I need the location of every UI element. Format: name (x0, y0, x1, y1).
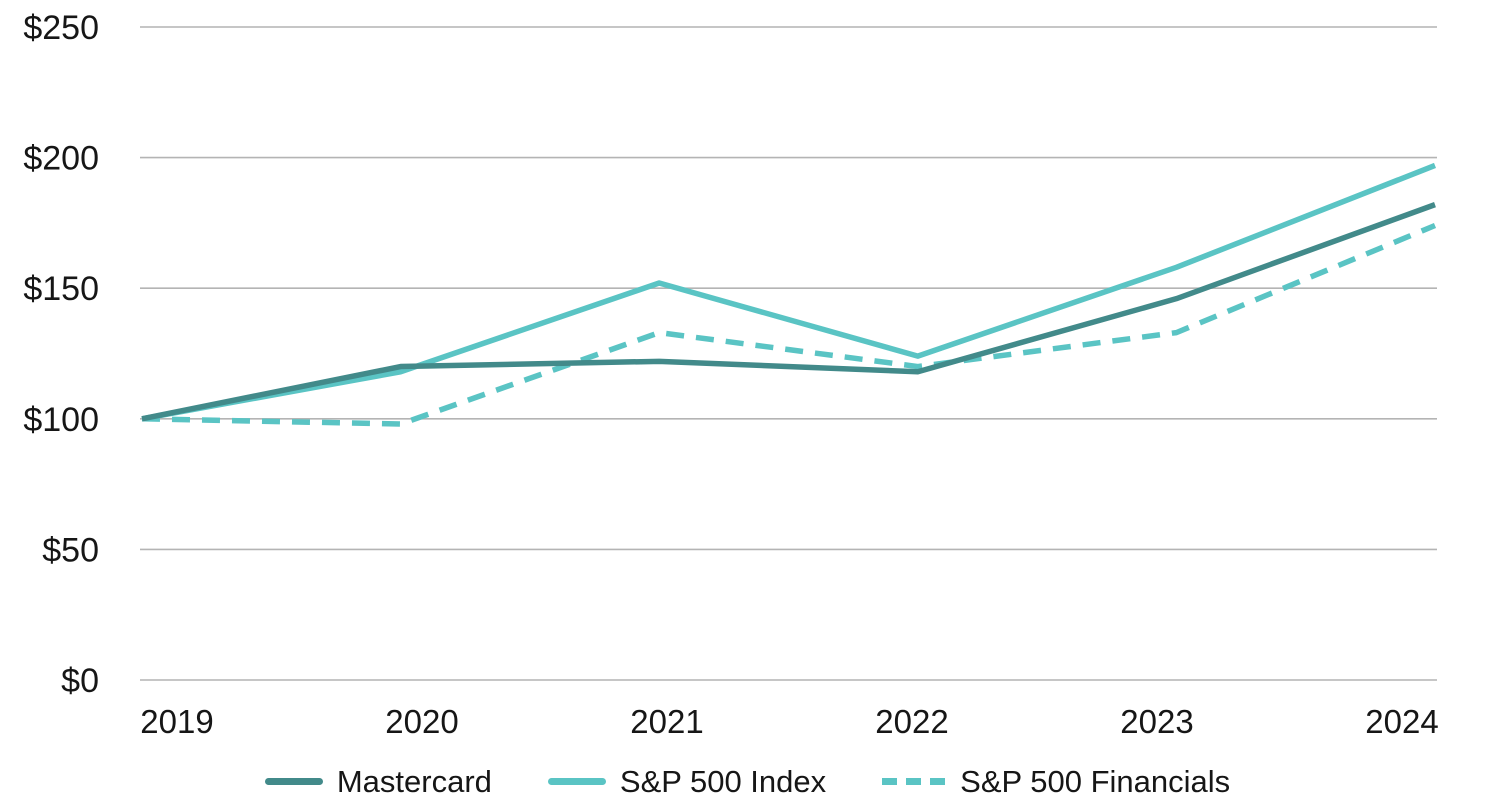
y-axis-tick-label: $250 (23, 9, 99, 47)
x-axis-tick-label: 2023 (1120, 703, 1193, 740)
legend-item-sp500-index: S&P 500 Index (547, 763, 827, 799)
series-line-s-p-500-financials (141, 222, 1437, 427)
legend-label-sp500-financials: S&P 500 Financials (960, 763, 1231, 799)
series-line-s-p-500-index (141, 162, 1437, 422)
x-axis-tick-label: 2020 (385, 703, 458, 740)
legend-label-sp500-index: S&P 500 Index (619, 763, 827, 799)
x-axis-tick-label: 2024 (1365, 703, 1438, 740)
legend-label-mastercard: Mastercard (336, 763, 492, 799)
series-line-mastercard (141, 202, 1436, 422)
sp500-index-line-swatch-icon (547, 777, 606, 785)
sp500-financials-dashed-swatch-icon (882, 777, 947, 785)
y-axis-tick-label: $100 (23, 401, 99, 439)
chart-legend: Mastercard S&P 500 Index S&P 500 Financi… (0, 756, 1495, 806)
y-axis-tick-label: $50 (42, 531, 99, 569)
y-axis-tick-label: $200 (23, 140, 99, 178)
x-axis-tick-label: 2019 (140, 703, 213, 740)
legend-item-sp500-financials: S&P 500 Financials (882, 766, 1230, 797)
y-axis-tick-label: $0 (61, 662, 99, 700)
x-axis-tick-label: 2021 (630, 703, 703, 740)
y-axis-tick-label: $150 (23, 270, 99, 308)
legend-item-mastercard: Mastercard (264, 763, 492, 799)
mastercard-line-swatch-icon (264, 777, 323, 785)
x-axis-tick-label: 2022 (875, 703, 948, 740)
